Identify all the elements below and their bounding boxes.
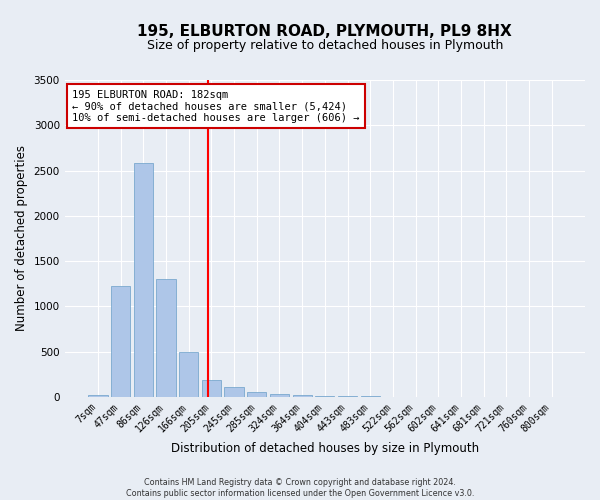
- Bar: [179, 352, 199, 397]
- Bar: [202, 380, 221, 397]
- Bar: [111, 286, 130, 397]
- Bar: [338, 396, 357, 397]
- Bar: [247, 392, 266, 397]
- Bar: [293, 394, 312, 397]
- Text: Contains HM Land Registry data © Crown copyright and database right 2024.
Contai: Contains HM Land Registry data © Crown c…: [126, 478, 474, 498]
- Y-axis label: Number of detached properties: Number of detached properties: [15, 146, 28, 332]
- Text: 195 ELBURTON ROAD: 182sqm
← 90% of detached houses are smaller (5,424)
10% of se: 195 ELBURTON ROAD: 182sqm ← 90% of detac…: [73, 90, 360, 123]
- Bar: [315, 396, 334, 397]
- Title: Size of property relative to detached houses in Plymouth: Size of property relative to detached ho…: [146, 40, 503, 52]
- Bar: [270, 394, 289, 397]
- Text: 195, ELBURTON ROAD, PLYMOUTH, PL9 8HX: 195, ELBURTON ROAD, PLYMOUTH, PL9 8HX: [137, 24, 512, 39]
- Bar: [157, 279, 176, 397]
- X-axis label: Distribution of detached houses by size in Plymouth: Distribution of detached houses by size …: [171, 442, 479, 455]
- Bar: [88, 394, 107, 397]
- Bar: [134, 164, 153, 397]
- Bar: [361, 396, 380, 397]
- Bar: [224, 387, 244, 397]
